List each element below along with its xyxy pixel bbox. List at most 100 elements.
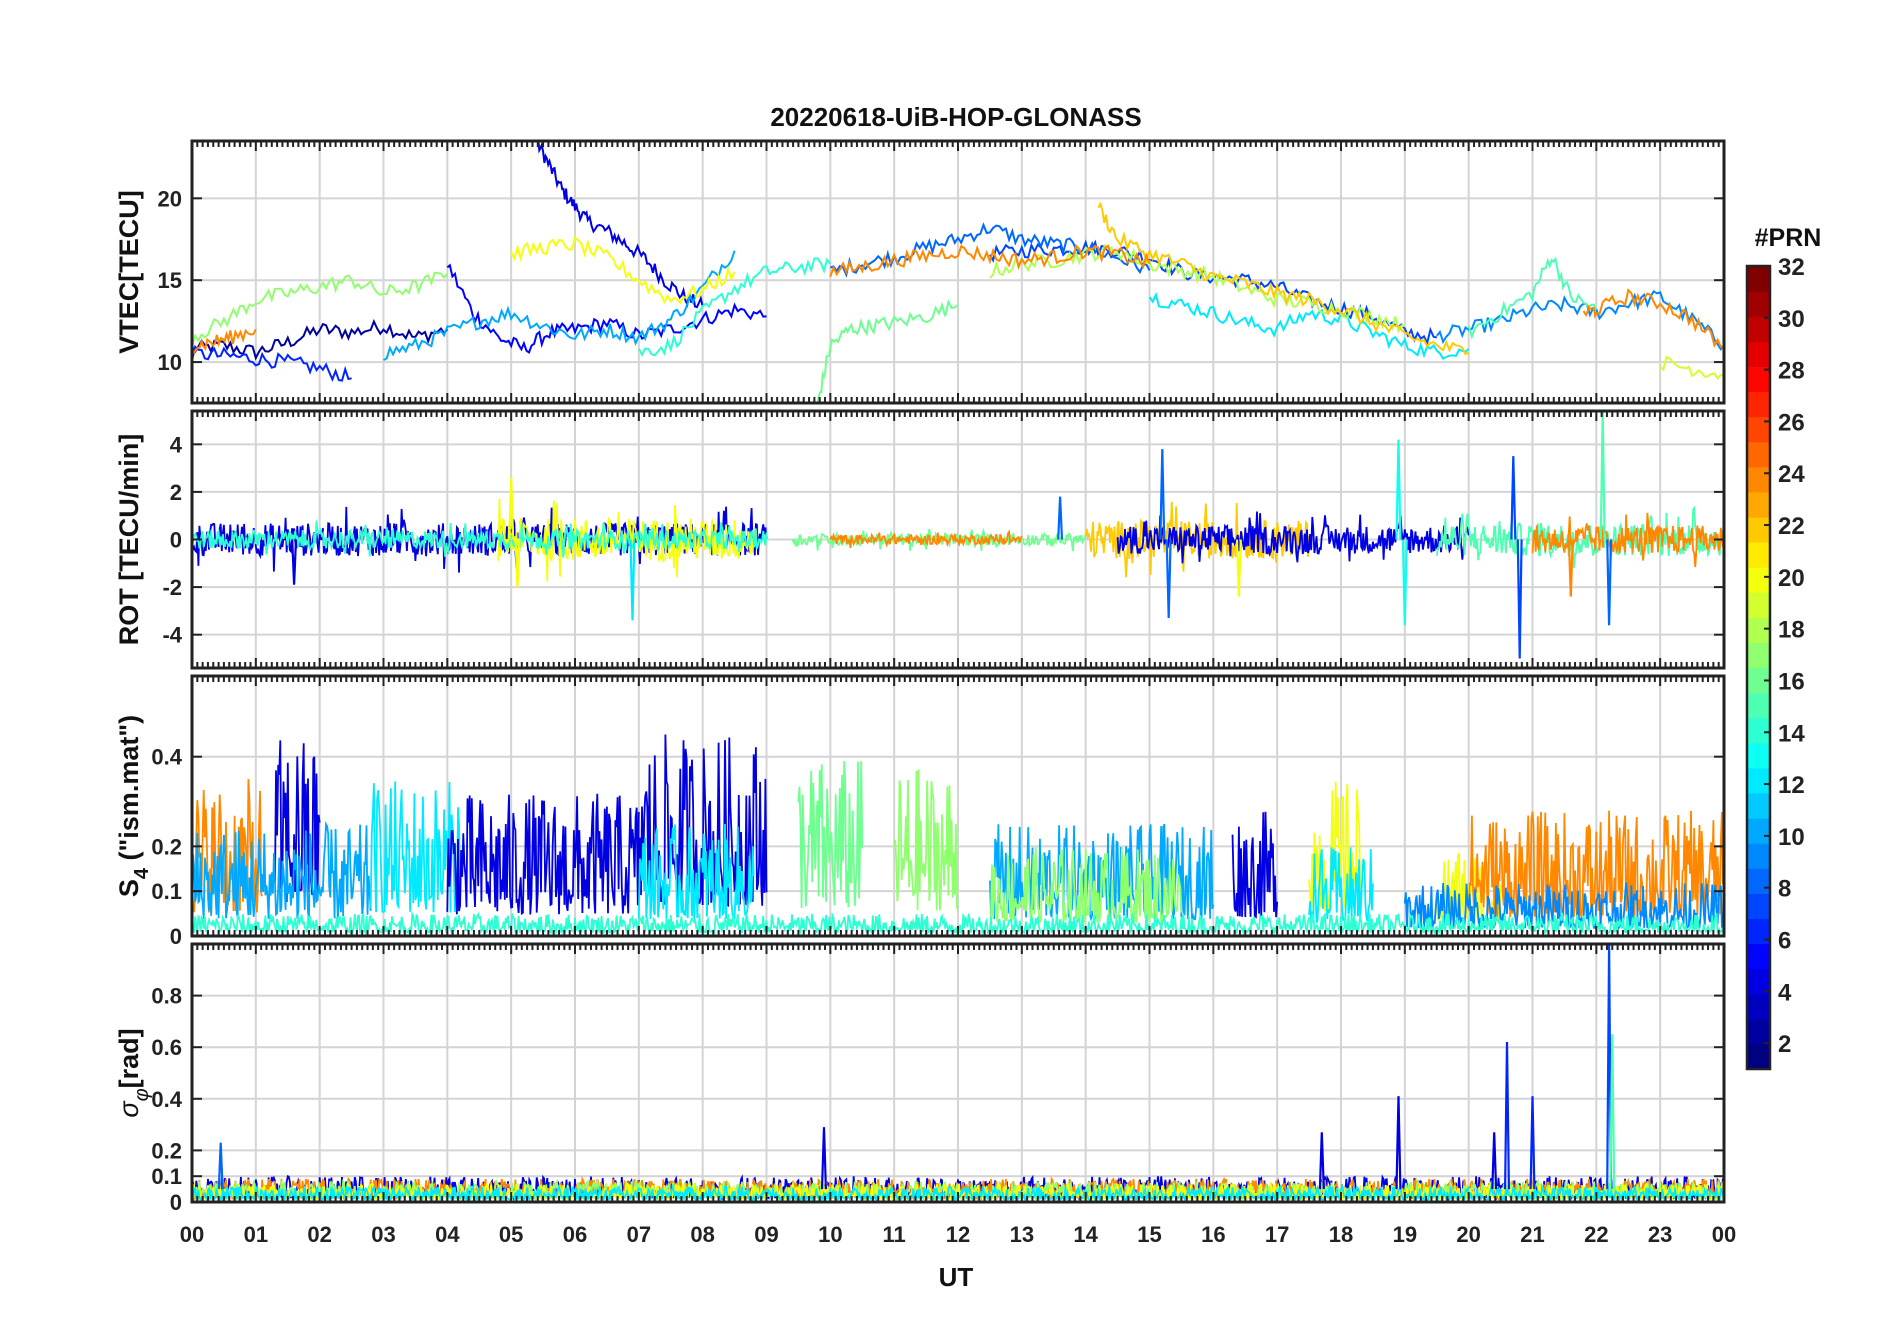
colorbar-tick-label: 6 <box>1778 927 1791 954</box>
colorbar-segment <box>1747 818 1770 844</box>
spike-prn-4 <box>291 539 298 585</box>
noise-trace-prn-4 <box>446 793 640 916</box>
spike-prn-4 <box>1491 1132 1498 1190</box>
spike-prn-20 <box>514 539 521 588</box>
colorbar-segment <box>1747 567 1770 593</box>
spike-prn-20 <box>508 477 515 540</box>
colorbar-segment <box>1747 717 1770 744</box>
x-tick-label: 17 <box>1265 1222 1289 1247</box>
y-tick-label: 0 <box>170 924 182 949</box>
panel-rot: -4 -2 0 2 4 ROT [TECU/min] <box>114 409 1726 670</box>
series-prn-2 <box>192 318 449 361</box>
colorbar-tick-label: 24 <box>1778 461 1805 488</box>
series-prn-15 <box>1467 256 1598 340</box>
x-tick-label: 06 <box>563 1222 587 1247</box>
noise-trace-prn-16 <box>797 761 864 909</box>
colorbar-segment <box>1747 617 1770 644</box>
colorbar-segment <box>1747 843 1770 869</box>
x-tick-label: 00 <box>1712 1222 1736 1247</box>
axes-frame-vtec <box>190 139 1726 405</box>
series-prn-20 <box>510 236 736 305</box>
y-tick-label: 0.1 <box>151 879 182 904</box>
colorbar-segment <box>1747 968 1770 995</box>
y-tick-label: 0.8 <box>151 984 182 1009</box>
x-tick-label: 18 <box>1329 1222 1353 1247</box>
plot-area-rot <box>192 411 1724 659</box>
spike-prn-4 <box>1318 1132 1325 1190</box>
colorbar-tick-label: 4 <box>1778 979 1792 1006</box>
colorbar-tick-label: 2 <box>1778 1031 1791 1058</box>
panel-vtec: 10 15 20 VTEC[TECU] <box>114 139 1726 405</box>
colorbar-tick-label: 22 <box>1778 513 1805 540</box>
noise-trace-prn-14 <box>192 520 768 558</box>
x-tick-label: 08 <box>690 1222 714 1247</box>
colorbar-segment <box>1747 642 1770 669</box>
colorbar-segment <box>1747 592 1770 618</box>
spike-prn-6 <box>1529 1096 1536 1190</box>
spike-prn-20 <box>1235 539 1242 597</box>
colorbar-segment <box>1747 868 1770 894</box>
y-tick-label: 15 <box>158 268 182 293</box>
y-tick-label: -2 <box>162 575 182 600</box>
y-axis-label-subscript: 4 <box>131 867 153 879</box>
y-axis-label-rest: [rad] <box>114 1028 144 1088</box>
axes-frame-rot <box>190 409 1726 670</box>
colorbar-tick-label: 16 <box>1778 668 1805 695</box>
series-prn-4 <box>536 141 704 309</box>
colorbar-segment <box>1747 542 1770 568</box>
axes-frame-sigma <box>190 942 1726 1204</box>
axes-frame-s4 <box>190 674 1726 938</box>
colorbar-segment <box>1747 391 1770 418</box>
y-tick-label: 0.4 <box>151 1087 182 1112</box>
spike-prn-24 <box>1567 539 1574 597</box>
colorbar-frame <box>1745 264 1772 1071</box>
panel-sigma: 00.10.2 0.4 0.6 0.8 σφ[rad] <box>114 942 1726 1215</box>
x-tick-label: 07 <box>627 1222 651 1247</box>
y-tick-label: 0 <box>170 1190 182 1215</box>
colorbar-tick-label: 12 <box>1778 772 1805 799</box>
colorbar-segment <box>1747 441 1770 468</box>
y-tick-label: 0.2 <box>151 1138 182 1163</box>
colorbar-segment <box>1747 993 1770 1020</box>
noise-trace-prn-15 <box>1435 505 1724 568</box>
x-tick-label: 10 <box>818 1222 842 1247</box>
series-prn-24 <box>192 328 257 354</box>
plot-area-vtec <box>192 141 1724 402</box>
colorbar-tick-label: 8 <box>1778 876 1791 903</box>
colorbar-segment <box>1747 667 1770 694</box>
spike-prn-7 <box>1510 456 1517 540</box>
colorbar-segment <box>1747 918 1770 945</box>
x-tick-label: 20 <box>1456 1222 1480 1247</box>
y-axis-label-subscript: φ <box>131 1088 153 1101</box>
spike-prn-15 <box>1609 1034 1616 1190</box>
y-tick-label: 0 <box>170 528 182 553</box>
x-tick-label: 04 <box>435 1222 460 1247</box>
colorbar-segment <box>1747 893 1770 920</box>
series-prn-19 <box>1659 355 1724 381</box>
x-tick-label: 22 <box>1584 1222 1608 1247</box>
colorbar-segment <box>1747 491 1770 518</box>
noise-trace-prn-4 <box>1116 511 1470 564</box>
figure-title: 20220618-UiB-HOP-GLONASS <box>770 102 1141 132</box>
series-prn-8 <box>829 222 1151 278</box>
y-tick-label: 20 <box>158 186 182 211</box>
y-tick-label: 10 <box>158 350 182 375</box>
spike-prn-4 <box>1395 1096 1402 1190</box>
y-axis-label-rot: ROT [TECU/min] <box>114 434 144 645</box>
colorbar-tick-label: 18 <box>1778 617 1805 644</box>
x-tick-label: 23 <box>1648 1222 1672 1247</box>
noise-trace-prn-4 <box>192 506 768 573</box>
spike-prn-8 <box>217 1142 224 1190</box>
x-tick-label: 01 <box>244 1222 268 1247</box>
series-prn-14 <box>637 257 832 357</box>
colorbar-tick-label: 32 <box>1778 254 1805 281</box>
x-tick-label: 15 <box>1137 1222 1161 1247</box>
colorbar-segment <box>1747 1043 1770 1070</box>
y-axis-label-vtec: VTEC[TECU] <box>114 190 144 354</box>
x-tick-label: 02 <box>307 1222 331 1247</box>
colorbar-segment <box>1747 1018 1770 1045</box>
x-tick-label: 19 <box>1393 1222 1417 1247</box>
noise-trace-prn-17 <box>989 847 1183 926</box>
x-tick-label: 16 <box>1201 1222 1225 1247</box>
